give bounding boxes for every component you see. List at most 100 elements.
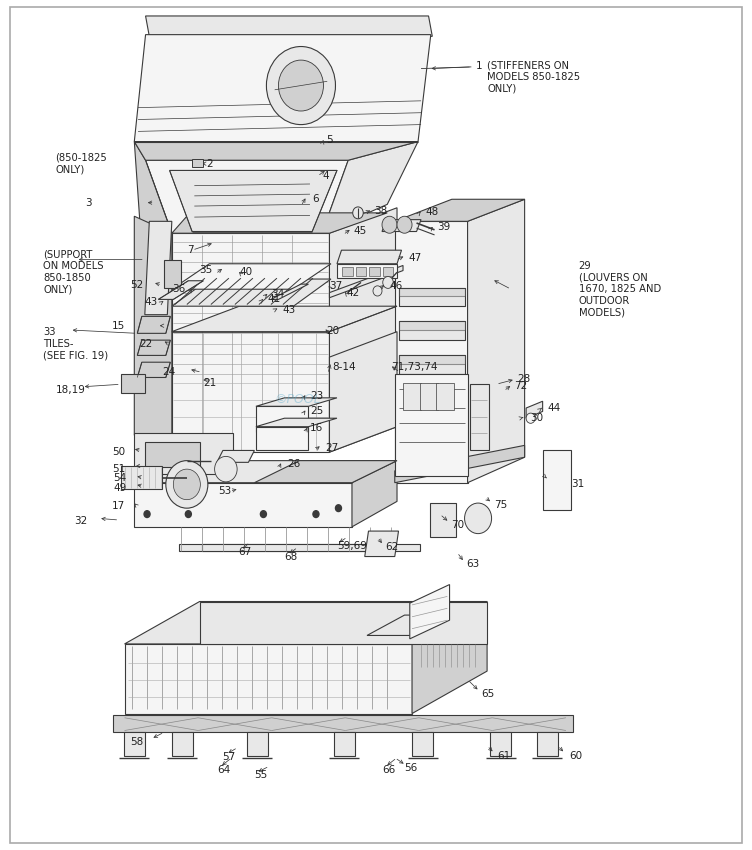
Text: ©POOL: ©POOL: [274, 393, 320, 406]
Polygon shape: [490, 732, 511, 756]
Polygon shape: [138, 316, 171, 333]
Polygon shape: [199, 602, 487, 644]
Polygon shape: [399, 423, 465, 432]
Bar: [383, 267, 393, 275]
Polygon shape: [159, 280, 203, 299]
Polygon shape: [179, 544, 397, 551]
Text: 15: 15: [112, 320, 125, 331]
Polygon shape: [329, 265, 403, 298]
Text: 55: 55: [254, 770, 268, 780]
Text: 53: 53: [218, 486, 232, 496]
Text: 63: 63: [466, 559, 479, 570]
Text: 57: 57: [222, 751, 235, 762]
Text: 59,69: 59,69: [337, 541, 367, 551]
Circle shape: [353, 207, 363, 218]
Text: 34: 34: [271, 289, 284, 299]
Polygon shape: [329, 332, 397, 452]
Polygon shape: [399, 287, 465, 296]
Text: 58: 58: [131, 737, 144, 746]
Polygon shape: [365, 531, 399, 557]
Text: 1: 1: [476, 61, 483, 71]
Polygon shape: [165, 260, 180, 287]
Text: 21: 21: [203, 378, 217, 388]
Text: 16: 16: [310, 423, 323, 434]
Circle shape: [166, 461, 208, 508]
Polygon shape: [334, 732, 355, 756]
Text: 32: 32: [74, 516, 87, 526]
Polygon shape: [468, 199, 525, 483]
Polygon shape: [322, 142, 418, 233]
Circle shape: [383, 276, 393, 288]
Text: 54: 54: [114, 473, 126, 484]
Text: 64: 64: [217, 764, 230, 774]
Text: 75: 75: [495, 500, 508, 510]
Text: 66: 66: [382, 764, 396, 774]
Circle shape: [185, 511, 191, 518]
Text: 18,19: 18,19: [56, 385, 86, 395]
Polygon shape: [399, 321, 465, 340]
Text: 46: 46: [390, 280, 403, 291]
Polygon shape: [135, 216, 172, 452]
Text: 20: 20: [326, 326, 340, 336]
Text: 71,73,74: 71,73,74: [391, 362, 438, 372]
Text: 35: 35: [199, 264, 213, 275]
Text: 31: 31: [572, 479, 584, 490]
Text: 65: 65: [481, 689, 494, 699]
Text: 38: 38: [374, 207, 388, 216]
Polygon shape: [412, 732, 433, 756]
Text: 27: 27: [325, 443, 338, 453]
Polygon shape: [135, 483, 352, 527]
Polygon shape: [146, 16, 432, 37]
Polygon shape: [337, 264, 397, 278]
Text: 45: 45: [353, 225, 367, 235]
Text: 24: 24: [162, 367, 175, 377]
Text: 56: 56: [405, 762, 418, 773]
Polygon shape: [217, 450, 254, 462]
Polygon shape: [172, 279, 331, 306]
Polygon shape: [256, 418, 337, 427]
Polygon shape: [399, 287, 465, 306]
Polygon shape: [121, 466, 162, 489]
Polygon shape: [395, 199, 525, 221]
Circle shape: [313, 511, 319, 518]
Polygon shape: [145, 442, 199, 468]
Text: 67: 67: [238, 547, 251, 558]
Circle shape: [397, 216, 412, 233]
Text: 25: 25: [310, 406, 323, 416]
Polygon shape: [395, 221, 468, 483]
Polygon shape: [121, 374, 145, 393]
Circle shape: [266, 47, 335, 125]
Polygon shape: [526, 401, 543, 418]
Bar: [403, 382, 421, 410]
Text: 22: 22: [140, 338, 153, 348]
Polygon shape: [172, 233, 329, 452]
Polygon shape: [138, 340, 171, 355]
Text: 60: 60: [570, 751, 583, 761]
Text: 23: 23: [310, 391, 323, 401]
Polygon shape: [352, 461, 397, 527]
Polygon shape: [399, 355, 465, 364]
Text: 43: 43: [145, 297, 158, 307]
Circle shape: [465, 503, 492, 534]
Polygon shape: [172, 264, 331, 289]
Polygon shape: [146, 161, 348, 233]
Text: 68: 68: [284, 552, 298, 563]
Polygon shape: [172, 212, 387, 233]
Polygon shape: [412, 602, 487, 713]
Text: 42: 42: [346, 287, 359, 298]
Text: 51: 51: [112, 464, 125, 474]
Circle shape: [373, 286, 382, 296]
Text: 39: 39: [438, 222, 450, 232]
Text: 30: 30: [531, 413, 544, 423]
Text: 37: 37: [329, 280, 343, 291]
Polygon shape: [170, 170, 337, 231]
Polygon shape: [172, 306, 397, 332]
Polygon shape: [399, 355, 465, 374]
Text: 28: 28: [517, 374, 530, 384]
Polygon shape: [256, 398, 337, 406]
Circle shape: [526, 413, 535, 423]
Text: 52: 52: [131, 280, 144, 290]
Polygon shape: [135, 461, 397, 483]
Polygon shape: [256, 427, 308, 450]
Text: 36: 36: [172, 284, 185, 294]
